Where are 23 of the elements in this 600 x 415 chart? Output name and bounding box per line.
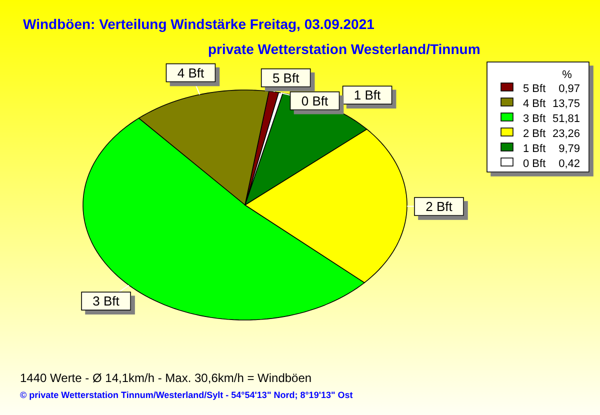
data-label: 23,26 [552, 128, 580, 140]
data-label: 13,75 [552, 98, 580, 110]
slice-label: 2 Bft [426, 199, 453, 214]
chart-subtitle: private Wetterstation Westerland/Tinnum [208, 41, 480, 57]
legend-label: 1 Bft [523, 143, 546, 155]
legend-label: 2 Bft [523, 128, 546, 140]
slice-label: 0 Bft [301, 93, 329, 108]
legend-label: 5 Bft [523, 83, 546, 95]
text: © private Wetterstation Tinnum/Westerland/Sylt - 54°54'13" Nord; 8°19'13" Ost [20, 390, 353, 400]
legend-label: 3 Bft [523, 113, 546, 125]
text: 1440 Werte - Ø 14,1km/h - Max. 30,6km/h = Windböen [20, 371, 312, 385]
data-label: 51,81 [552, 113, 580, 125]
slice-label: 3 Bft [92, 294, 120, 309]
legend-label: 0 Bft [523, 158, 546, 170]
data-label: 0,42 [558, 158, 580, 170]
data-label: 0,97 [558, 83, 580, 95]
data-label: 9,79 [558, 143, 580, 155]
slice-label: 4 Bft [177, 65, 204, 80]
chart-title: Windböen: Verteilung Windstärke Freitag, 03.09.2021 [23, 16, 375, 32]
legend-title: % [562, 69, 572, 81]
slice-label: 1 Bft [354, 88, 382, 103]
slice-label: 5 Bft [272, 70, 300, 86]
legend-label: 4 Bft [523, 98, 546, 110]
